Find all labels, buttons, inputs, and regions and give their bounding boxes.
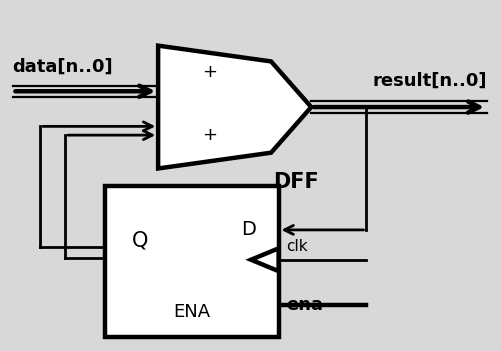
- Text: DFF: DFF: [273, 172, 319, 192]
- Text: +: +: [202, 126, 216, 144]
- Text: Q: Q: [132, 231, 148, 250]
- Text: +: +: [202, 63, 216, 81]
- Text: data[n..0]: data[n..0]: [13, 58, 113, 75]
- Polygon shape: [250, 249, 278, 271]
- Text: result[n..0]: result[n..0]: [372, 72, 486, 90]
- Text: D: D: [240, 220, 256, 239]
- Text: ena: ena: [286, 296, 323, 314]
- Text: ENA: ENA: [173, 303, 210, 322]
- Bar: [105, 186, 278, 337]
- Polygon shape: [158, 46, 311, 168]
- Text: clk: clk: [286, 239, 307, 254]
